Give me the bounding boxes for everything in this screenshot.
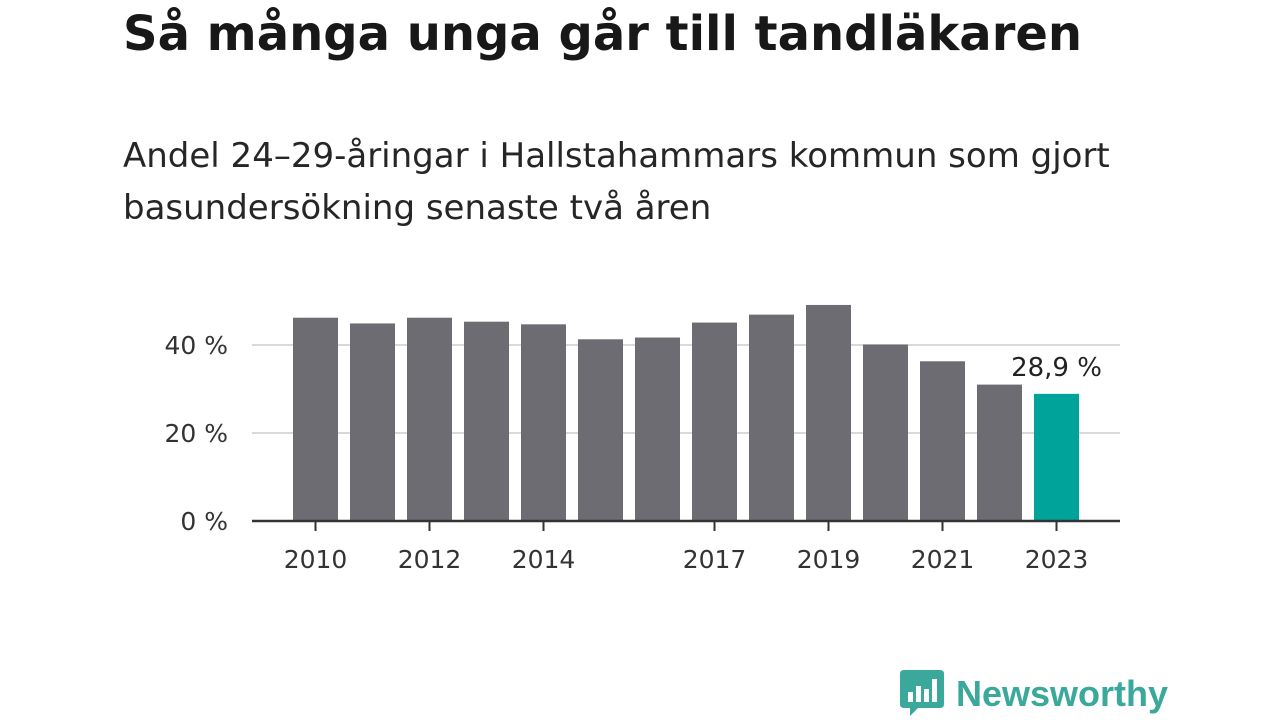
bar-2014 xyxy=(521,324,566,521)
y-tick-label: 0 % xyxy=(180,507,228,536)
bar-2021 xyxy=(920,361,965,521)
newsworthy-logo-text: Newsworthy xyxy=(956,673,1169,714)
newsworthy-logo: Newsworthy xyxy=(900,668,1168,720)
bar-2017 xyxy=(692,322,737,521)
chart-title: Så många unga går till tandläkaren xyxy=(123,6,1083,62)
bar-2018 xyxy=(749,314,794,521)
bar-2022 xyxy=(977,384,1022,521)
y-tick-label: 40 % xyxy=(164,331,228,360)
y-tick-label: 20 % xyxy=(164,419,228,448)
bar-2015 xyxy=(578,339,623,521)
bar-2011 xyxy=(350,323,395,521)
x-tick-label: 2012 xyxy=(398,545,462,574)
x-tick-label: 2021 xyxy=(911,545,975,574)
bar-2013 xyxy=(464,321,509,521)
bar-2019 xyxy=(806,304,851,521)
bar-2023 xyxy=(1034,393,1079,521)
data-label: 28,9 % xyxy=(1011,353,1102,383)
bar-2016 xyxy=(635,337,680,521)
x-tick-label: 2010 xyxy=(284,545,348,574)
bar-2012 xyxy=(407,317,452,521)
x-tick-label: 2023 xyxy=(1025,545,1089,574)
x-tick-label: 2019 xyxy=(797,545,861,574)
bar-2010 xyxy=(293,317,338,521)
bar-chart: 0 % 20 % 40 % 28,9 % 2010 2012 2014 2017 2019 202… xyxy=(164,304,1120,574)
newsworthy-logo-icon xyxy=(900,670,944,716)
x-tick-label: 2017 xyxy=(683,545,747,574)
x-tick-label: 2014 xyxy=(512,545,576,574)
bar-2020 xyxy=(863,344,908,521)
chart-subtitle: Andel 24–29-åringar i Hallstahammars kom… xyxy=(123,136,1110,228)
